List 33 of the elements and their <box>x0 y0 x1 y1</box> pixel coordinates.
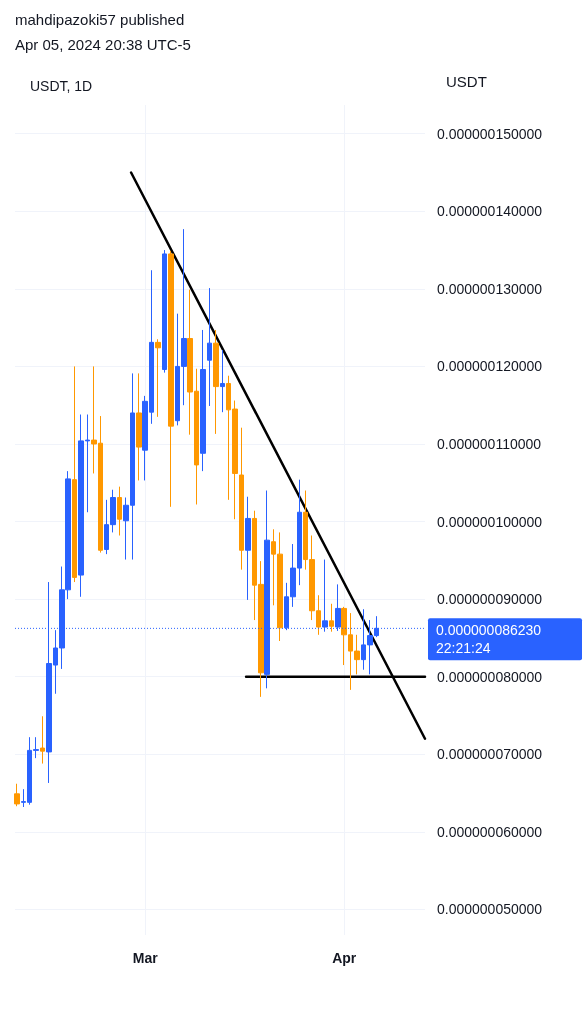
candlestick <box>40 715 45 765</box>
candlestick <box>136 372 142 481</box>
x-tick-label: Mar <box>132 950 159 966</box>
y-tick-label: 0.000000080000 <box>437 668 543 685</box>
x-tick-label: Apr <box>332 950 357 966</box>
candlestick <box>162 249 167 374</box>
y-tick-label: 0.000000130000 <box>437 280 543 297</box>
chart-title: USDT, 1D <box>30 78 93 94</box>
candlestick <box>155 338 161 418</box>
y-tick-label: 0.000000110000 <box>437 435 542 452</box>
y-tick-label: 0.000000140000 <box>437 203 543 220</box>
candlestick <box>117 486 122 537</box>
candlestick <box>72 365 77 583</box>
ref-line-label: 0.000000086230 22:21:24 <box>436 622 542 657</box>
candlestick <box>207 287 212 407</box>
candlestick <box>200 329 206 472</box>
y-tick-label: 0.000000120000 <box>437 358 543 375</box>
text: mahdipazoki57 published <box>15 11 185 28</box>
text: Apr 05, 2024 20:38 UTC-5 <box>15 36 191 53</box>
y-tick-label: 0.000000090000 <box>437 591 543 608</box>
candlestick <box>220 349 225 413</box>
y-tick-label: 0.000000060000 <box>437 823 543 840</box>
y-axis-title: USDT <box>446 73 487 90</box>
candlestick <box>329 603 334 633</box>
candlestick <box>239 427 244 571</box>
candlestick <box>245 496 251 601</box>
y-tick-label: 0.000000150000 <box>437 125 543 142</box>
candlestick <box>14 783 20 807</box>
y-tick-label: 0.000000100000 <box>437 513 543 530</box>
y-tick-label: 0.000000070000 <box>437 746 543 763</box>
candlestick <box>168 250 174 508</box>
candlestick <box>213 329 219 435</box>
y-tick-label: 0.000000050000 <box>437 901 543 918</box>
